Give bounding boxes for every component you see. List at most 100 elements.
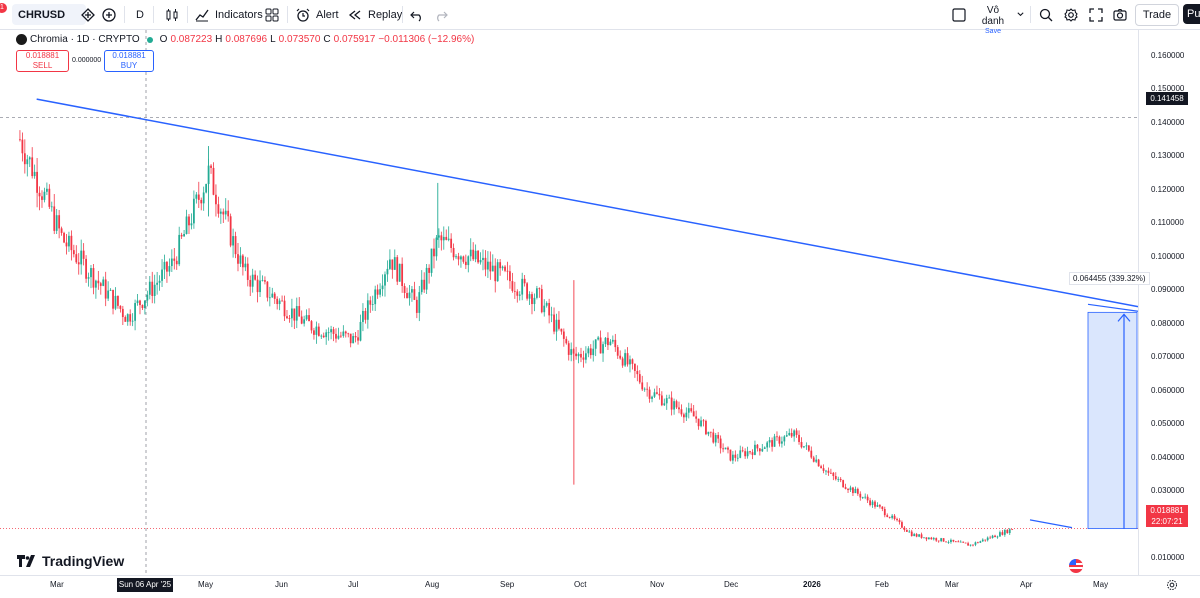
time-tick-label: Feb	[875, 580, 889, 589]
candle-body	[908, 531, 911, 533]
price-tick-label: 0.060000	[1151, 385, 1185, 395]
quick-search-button[interactable]	[1038, 4, 1054, 25]
publish-button[interactable]: Pul	[1183, 4, 1200, 24]
snapshot-button[interactable]	[1112, 4, 1128, 25]
candle-body	[773, 436, 776, 447]
price-tick-label: 0.080000	[1151, 318, 1185, 328]
layout-name-button[interactable]: Vô danh Save	[975, 5, 1011, 36]
candle-body	[87, 277, 90, 279]
templates-button[interactable]	[264, 4, 280, 25]
candle-body	[337, 335, 340, 339]
time-axis[interactable]	[0, 575, 1200, 598]
candle-body	[594, 339, 597, 349]
candle-body	[673, 401, 675, 410]
candle-body	[435, 237, 438, 257]
symbol-search[interactable]: CHRUSD	[12, 4, 86, 25]
candle-body	[986, 537, 989, 541]
candle-body	[930, 537, 933, 540]
candle-body	[313, 330, 315, 335]
buy-button[interactable]: 0.018881 BUY	[104, 50, 154, 72]
candle-body	[415, 299, 418, 313]
short-trendline	[1029, 519, 1073, 529]
axis-settings-gear-icon[interactable]	[1166, 579, 1178, 591]
candle-body	[582, 357, 585, 360]
candle-body	[915, 534, 918, 537]
tradingview-logo[interactable]: TradingView	[17, 553, 124, 569]
candle-body	[580, 353, 582, 358]
candle-body	[295, 306, 298, 321]
indicators-label: Indicators	[215, 8, 263, 21]
candle-body	[734, 454, 737, 458]
candle-body	[964, 542, 967, 544]
candle-body	[251, 274, 254, 287]
grid-icon	[265, 8, 279, 21]
sell-button[interactable]: 0.018881 SELL	[16, 50, 69, 72]
candle-body	[420, 279, 423, 293]
candle-body	[31, 157, 34, 177]
candle-body	[543, 305, 546, 313]
indicators-button[interactable]: Indicators	[194, 4, 263, 25]
trade-label: Trade	[1142, 9, 1172, 21]
candle-body	[124, 317, 127, 322]
alert-button[interactable]: Alert	[295, 4, 339, 25]
trade-button[interactable]: Trade	[1135, 4, 1179, 26]
plus-circle-icon	[102, 7, 116, 22]
drawings-layer	[0, 30, 1138, 575]
us-flag-icon[interactable]	[1069, 559, 1083, 573]
candle-body	[817, 459, 820, 467]
candle-body	[717, 434, 720, 439]
time-tick-label: Oct	[574, 580, 587, 589]
price-tick-label: 0.070000	[1151, 352, 1185, 362]
candle-body	[871, 501, 874, 506]
candle-body	[369, 300, 372, 305]
price-tick-label: 0.110000	[1151, 218, 1184, 228]
candle-body	[763, 447, 766, 449]
add-symbol-button[interactable]	[80, 4, 96, 25]
interval-button[interactable]: D	[136, 4, 144, 25]
candle-body	[852, 487, 854, 494]
candle-body	[107, 290, 110, 299]
legend-h-key: H	[215, 34, 223, 45]
candle-body	[298, 306, 301, 317]
candle-body	[886, 515, 889, 517]
candle-body	[271, 293, 274, 298]
price-tick-label: 0.090000	[1151, 285, 1185, 295]
candle-body	[788, 432, 791, 436]
candle-body	[158, 280, 161, 283]
candle-body	[237, 254, 239, 264]
chart-type-button[interactable]	[164, 4, 180, 25]
fullscreen-button[interactable]	[1088, 4, 1104, 25]
candle-body	[994, 535, 996, 538]
notification-badge[interactable]: 1	[0, 3, 7, 13]
price-chart[interactable]	[0, 30, 1138, 575]
search-icon	[1039, 8, 1053, 21]
undo-button[interactable]	[409, 4, 425, 25]
chevron-down-icon	[1017, 12, 1024, 17]
undo-icon	[410, 11, 421, 21]
descending-trendline	[36, 98, 1138, 308]
settings-button[interactable]	[1063, 4, 1079, 25]
candle-body	[305, 315, 308, 320]
candle-body	[80, 250, 83, 265]
compare-button[interactable]	[101, 4, 117, 25]
replay-button[interactable]: Replay	[347, 4, 402, 25]
redo-button[interactable]	[433, 4, 449, 25]
layout-menu-button[interactable]	[1016, 4, 1025, 25]
candle-body	[178, 234, 181, 265]
legend-symbol-name[interactable]: Chromia · 1D · CRYPTO	[30, 34, 140, 45]
candle-body	[668, 397, 671, 399]
layout-checkbox[interactable]	[951, 4, 967, 25]
candle-body	[151, 281, 154, 296]
candle-body	[903, 527, 906, 530]
price-tick-label: 0.120000	[1151, 184, 1185, 194]
candle-body	[567, 343, 570, 355]
time-tick-label: Nov	[650, 580, 665, 589]
candle-body	[175, 260, 178, 265]
price-axis[interactable]	[1138, 30, 1200, 575]
candle-body	[533, 297, 536, 305]
candle-body	[954, 541, 957, 543]
candle-body	[357, 337, 359, 341]
candle-body	[153, 284, 156, 296]
legend-high: 0.087696	[225, 34, 268, 45]
candle-body	[192, 198, 195, 224]
